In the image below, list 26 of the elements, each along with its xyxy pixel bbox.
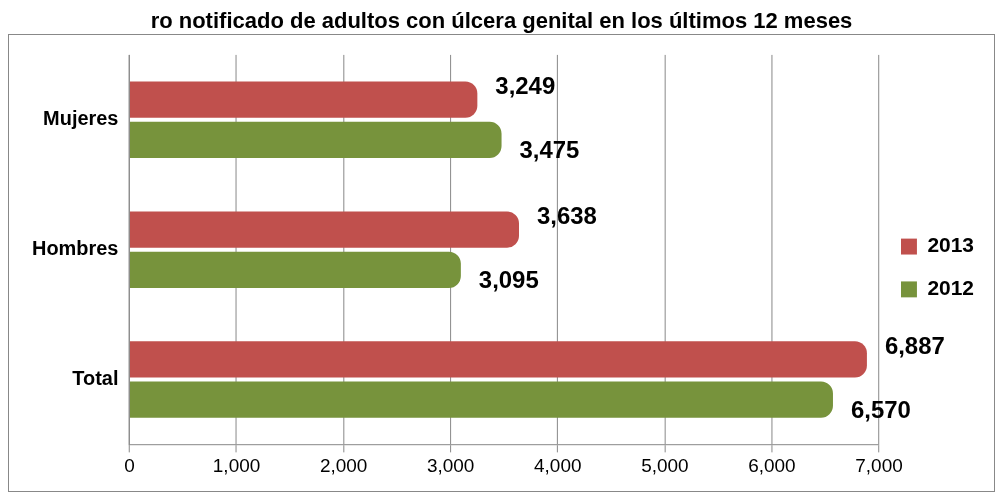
y-tick-label: Total — [72, 367, 119, 389]
legend-label: 2013 — [927, 233, 975, 257]
x-tick-label: 3,000 — [426, 454, 475, 476]
bar — [129, 341, 867, 378]
x-tick-label: 2,000 — [319, 454, 368, 476]
legend-label: 2012 — [927, 276, 975, 300]
x-tick-label: 5,000 — [641, 454, 689, 476]
x-tick-label: 0 — [124, 454, 135, 476]
data-label: 3,095 — [478, 266, 539, 294]
data-label: 3,249 — [495, 72, 556, 100]
bar — [129, 121, 502, 159]
x-tick-label: 7,000 — [855, 454, 903, 476]
chart-title: ro notificado de adultos con úlcera genital en los últimos 12 meses — [149, 8, 854, 34]
y-tick-label: Hombres — [32, 237, 119, 260]
bar — [129, 251, 461, 288]
x-tick-label: 1,000 — [212, 454, 261, 476]
data-label: 6,887 — [884, 332, 945, 360]
x-tick-label: 6,000 — [748, 454, 796, 476]
bar — [129, 211, 520, 248]
y-tick-label: Mujeres — [43, 107, 119, 130]
data-label: 3,475 — [519, 136, 580, 164]
bar — [129, 381, 833, 418]
bar — [129, 81, 478, 118]
data-label: 6,570 — [850, 396, 911, 424]
x-tick-label: 4,000 — [534, 454, 582, 476]
data-label: 3,638 — [536, 202, 597, 230]
